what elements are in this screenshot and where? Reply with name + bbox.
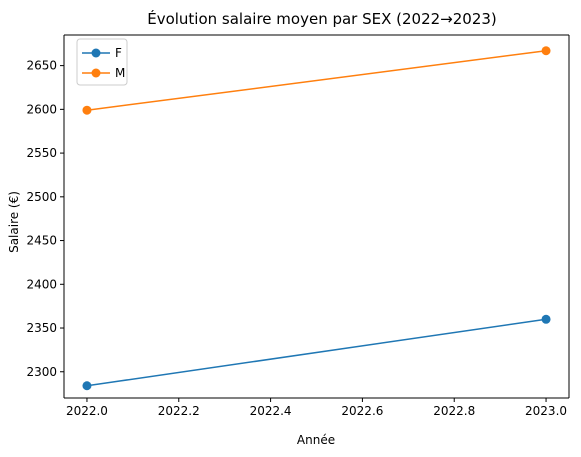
y-tick-label: 2300	[26, 365, 57, 379]
data-point-m	[541, 46, 551, 56]
y-tick-label: 2350	[26, 321, 57, 335]
data-point-m	[82, 105, 92, 115]
data-point-f	[82, 381, 92, 391]
x-tick-label: 2022.4	[250, 404, 292, 418]
x-tick-label: 2023.0	[525, 404, 567, 418]
legend-marker-f	[91, 48, 101, 58]
plot-frame	[63, 34, 570, 399]
chart-title: Évolution salaire moyen par SEX (2022→20…	[147, 9, 497, 28]
x-tick-label: 2022.6	[341, 404, 383, 418]
x-tick-label: 2022.2	[158, 404, 200, 418]
y-tick-label: 2650	[26, 59, 57, 73]
legend-marker-m	[91, 68, 101, 78]
y-tick-label: 2600	[26, 102, 57, 116]
series-line-m	[86, 49, 547, 111]
legend-label-f: F	[115, 46, 122, 60]
y-tick-label: 2400	[26, 277, 57, 291]
x-axis-ticks: 2022.0 2022.2 2022.4 2022.6 2022.8 2023.0	[66, 398, 567, 418]
series-line-f	[86, 318, 547, 387]
x-tick-label: 2022.0	[66, 404, 108, 418]
y-tick-label: 2500	[26, 190, 57, 204]
y-axis-label: Salaire (€)	[7, 191, 21, 253]
plot-area	[64, 35, 569, 398]
legend: FM	[76, 38, 128, 86]
y-tick-label: 2550	[26, 146, 57, 160]
series-layer	[82, 46, 551, 391]
data-point-f	[541, 314, 551, 324]
y-tick-label: 2450	[26, 234, 57, 248]
x-axis-label: Année	[297, 433, 335, 447]
x-tick-label: 2022.8	[433, 404, 475, 418]
legend-label-m: M	[115, 66, 125, 80]
y-axis-ticks: 2300 2350 2400 2450 2500 2550 2600 2650	[26, 59, 64, 379]
